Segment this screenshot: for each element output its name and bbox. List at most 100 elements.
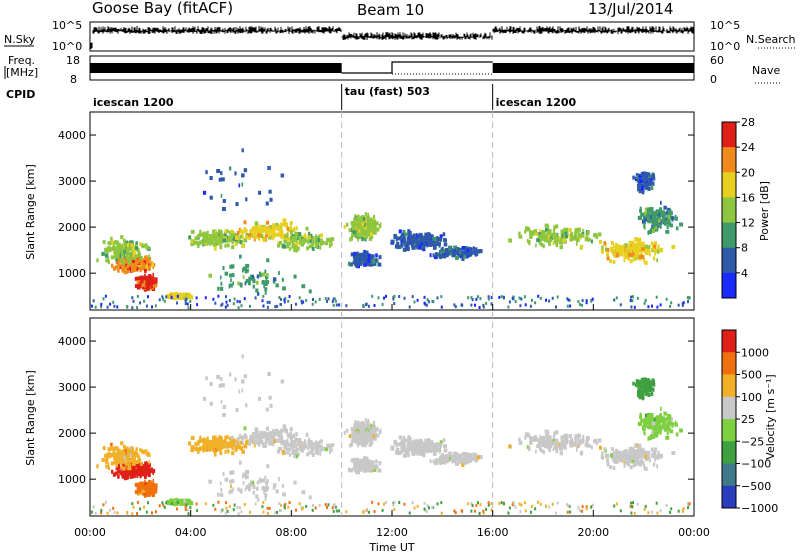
power-cell	[214, 238, 216, 242]
velocity-cell	[244, 426, 247, 430]
power-cell	[121, 246, 123, 250]
power-cell	[151, 305, 153, 308]
velocity-cell	[356, 423, 359, 427]
velocity-cell	[557, 443, 559, 447]
velocity-cell	[411, 449, 414, 453]
power-cell	[220, 287, 223, 291]
power-cell	[501, 295, 503, 298]
velocity-cell	[290, 427, 293, 431]
power-cell	[113, 305, 115, 308]
velocity-cell	[656, 464, 658, 468]
power-cell	[656, 296, 658, 299]
power-cell	[249, 305, 251, 308]
velocity-cell	[619, 453, 622, 457]
power-cell	[267, 306, 269, 309]
power-cell	[205, 236, 208, 240]
power-cell	[165, 295, 167, 298]
velocity-cell	[140, 466, 142, 470]
velocity-cell	[531, 438, 534, 442]
power-cell	[652, 216, 656, 220]
power-cell	[118, 263, 121, 267]
power-cell	[318, 235, 320, 239]
power-cell	[645, 177, 648, 181]
power-cell	[233, 302, 235, 305]
power-cell	[576, 237, 578, 241]
power-cell	[196, 303, 198, 306]
power-cell	[402, 233, 405, 237]
power-cell	[344, 225, 346, 229]
velocity-cell	[654, 418, 656, 422]
power-cell	[562, 234, 564, 238]
power-cell	[668, 215, 670, 219]
power-cell	[286, 233, 288, 237]
velocity-cell	[645, 455, 647, 459]
velocity-cell	[452, 455, 454, 459]
power-cell	[449, 247, 451, 251]
velocity-cell	[602, 456, 605, 460]
power-cell	[503, 296, 505, 299]
power-cell	[420, 238, 422, 242]
power-cell	[273, 277, 276, 281]
power-cell	[131, 251, 133, 255]
velocity-cell	[142, 450, 145, 454]
power-cell	[222, 266, 224, 270]
nsky-tick-bottom: 10^0	[52, 40, 82, 53]
power-cell	[575, 233, 577, 237]
power-cell	[477, 295, 479, 298]
power-cell	[259, 229, 263, 233]
velocity-cell	[555, 430, 558, 434]
power-cell	[605, 248, 607, 252]
velocity-cell	[367, 429, 369, 433]
velocity-cell	[466, 455, 469, 459]
velocity-cell	[628, 452, 631, 456]
power-cell	[368, 305, 370, 308]
power-cell	[367, 223, 369, 227]
velocity-cell	[122, 475, 125, 479]
power-cell	[144, 269, 147, 273]
velocity-cell	[314, 446, 316, 450]
power-cell	[124, 250, 126, 254]
nsky-label: N.Sky	[4, 33, 36, 46]
velocity-cell	[599, 446, 602, 450]
power-cell	[346, 223, 348, 227]
power-cell	[632, 295, 634, 298]
freq-tick-top: 18	[66, 54, 80, 67]
power-cell	[440, 295, 442, 298]
nsearch-tick-bottom: 10^0	[710, 40, 740, 53]
velocity-cell	[351, 430, 355, 434]
velocity-cell	[144, 486, 146, 490]
velocity-cell	[287, 450, 289, 454]
y-tick-label: 3000	[58, 175, 86, 188]
velocity-cell	[152, 486, 155, 490]
velocity-cell	[275, 432, 279, 436]
velocity-cell	[264, 434, 267, 438]
power-cell	[176, 302, 178, 305]
power-cell	[358, 229, 360, 233]
power-cell	[651, 174, 655, 178]
velocity-cell	[235, 442, 237, 446]
velocity-cell	[108, 447, 112, 451]
power-cell	[224, 244, 226, 248]
power-cell	[520, 298, 522, 301]
velocity-cell	[145, 462, 147, 466]
power-cell	[188, 306, 190, 309]
velocity-cell	[144, 480, 146, 484]
velocity-cell	[570, 439, 572, 443]
power-cell	[190, 295, 194, 299]
velocity-cell	[194, 442, 197, 446]
velocity-cell	[126, 456, 129, 460]
power-cell	[579, 303, 581, 306]
power-cell	[671, 216, 674, 220]
power-cell	[267, 227, 270, 231]
power-cell	[518, 232, 521, 236]
velocity-cell	[651, 380, 655, 384]
power-cell	[220, 245, 223, 249]
power-cell	[269, 301, 271, 304]
power-cell	[436, 242, 439, 246]
power-cell	[661, 248, 664, 252]
velocity-cell	[433, 459, 435, 463]
power-cell	[280, 303, 282, 306]
power-cell	[333, 304, 335, 307]
power-cell	[258, 237, 261, 241]
velocity-cell	[624, 464, 626, 468]
